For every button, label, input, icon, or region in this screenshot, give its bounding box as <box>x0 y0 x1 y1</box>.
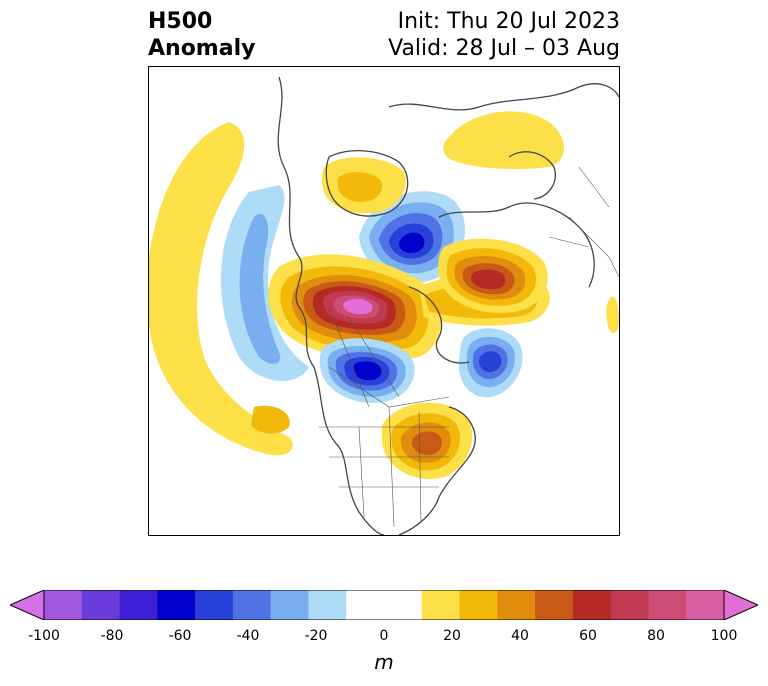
hudson-positive-core <box>337 172 383 203</box>
map-title: H500 Anomaly <box>148 8 255 62</box>
colorbar-segment <box>572 590 612 620</box>
colorbar-segment <box>459 590 498 620</box>
colorbar-outline <box>43 590 725 620</box>
eurasia-positive-core <box>471 269 506 290</box>
political-borders <box>319 166 619 528</box>
colorbar-tick-label: 40 <box>511 628 529 644</box>
colorbar-segment <box>232 590 272 620</box>
colorbar-segment <box>81 590 121 620</box>
colorbar-upper-extension <box>723 590 758 620</box>
colorbar-tick-label: 80 <box>647 628 665 644</box>
colorbar-unit: m <box>374 650 394 674</box>
pacific-positive-arc <box>149 122 293 456</box>
pacific-positive-core <box>251 405 290 434</box>
west-canada-negative-core <box>353 361 382 381</box>
colorbar-tick-label: 20 <box>443 628 461 644</box>
colorbar-lower-extension <box>10 590 45 620</box>
colorbar-segment <box>308 590 347 620</box>
colorbar-tick-label: -80 <box>100 628 124 644</box>
ne-pacific-negative-inner <box>239 213 280 364</box>
title-variable: H500 <box>148 9 213 34</box>
colorbar-segment <box>686 590 725 620</box>
map-canvas <box>149 76 619 535</box>
coastlines <box>277 76 619 535</box>
colorbar-segment <box>195 590 234 620</box>
init-date: Init: Thu 20 Jul 2023 <box>397 9 620 34</box>
colorbar-segment <box>648 590 687 620</box>
atlantic-negative-core <box>479 351 502 373</box>
ne-pacific-negative-outer <box>220 185 309 381</box>
east-edge-positive <box>606 296 619 333</box>
colorbar-segment <box>346 590 385 620</box>
colorbar-segment <box>44 590 83 620</box>
canada-ridge-core <box>343 298 373 315</box>
colorbar-segment <box>535 590 574 620</box>
colorbar-segment <box>384 590 423 620</box>
colorbar <box>10 590 758 620</box>
siberia-positive <box>443 111 564 169</box>
title-field: Anomaly <box>148 36 256 61</box>
valid-range: Valid: 28 Jul – 03 Aug <box>388 36 620 61</box>
colorbar-segment <box>421 590 461 620</box>
map-dates: Init: Thu 20 Jul 2023 Valid: 28 Jul – 03… <box>388 8 620 62</box>
colorbar-tick-label: 0 <box>379 628 389 644</box>
colorbar-tick-label: -60 <box>168 628 192 644</box>
colorbar-tick-label: 100 <box>710 628 738 644</box>
arctic-negative-center <box>399 232 425 253</box>
colorbar-segments <box>44 590 725 620</box>
colorbar-segment <box>270 590 309 620</box>
colorbar-segment <box>497 590 536 620</box>
colorbar-tick-label: -40 <box>236 628 260 644</box>
colorbar-tick-label: -20 <box>304 628 328 644</box>
colorbar-segment <box>157 590 196 620</box>
colorbar-tick-label: 60 <box>579 628 597 644</box>
colorbar-segment <box>610 590 649 620</box>
anomaly-map <box>148 66 620 536</box>
colorbar-tick-label: -100 <box>28 628 60 644</box>
colorbar-segment <box>119 590 158 620</box>
